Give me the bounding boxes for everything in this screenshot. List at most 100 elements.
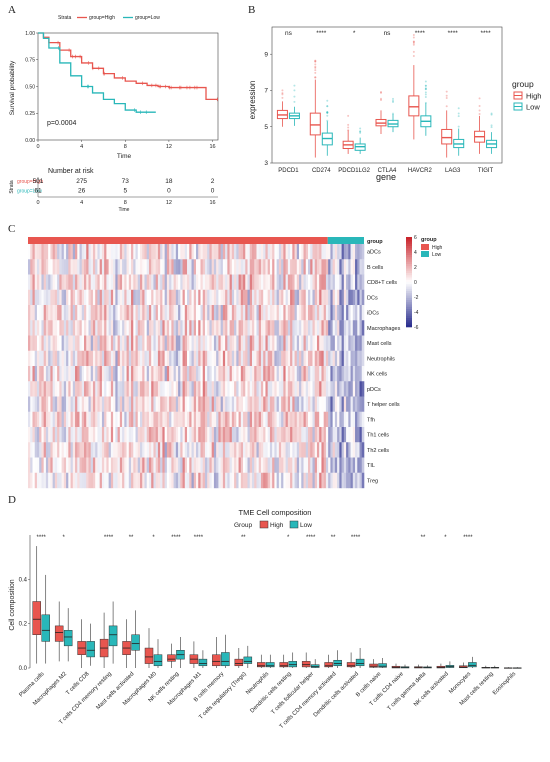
heatmap-cell	[59, 335, 62, 351]
heatmap-cell	[290, 244, 293, 260]
heatmap-cell	[247, 274, 251, 290]
heatmap-cell	[254, 427, 257, 443]
heatmap-cell	[328, 427, 331, 443]
heatmap-cell	[337, 442, 340, 458]
heatmap-cell	[34, 442, 38, 458]
heatmap-cell	[325, 427, 329, 443]
heatmap-cell	[211, 396, 215, 412]
heatmap-cell	[144, 305, 148, 321]
heatmap-cell	[113, 427, 116, 443]
heatmap-cell	[254, 274, 257, 290]
heatmap-cell	[247, 457, 251, 473]
heatmap-cell	[319, 427, 322, 443]
heatmap-cell	[229, 457, 233, 473]
heatmap-cell	[184, 274, 188, 290]
heatmap-cell	[352, 442, 356, 458]
heatmap-cell	[90, 411, 94, 428]
heatmap-cell	[113, 320, 116, 336]
heatmap-cell	[131, 274, 134, 290]
heatmap-cell	[296, 259, 300, 275]
heatmap-cell	[95, 366, 98, 382]
heatmap-cell	[236, 472, 239, 489]
heatmap-cell	[200, 472, 204, 489]
heatmap-cell	[75, 442, 78, 458]
heatmap-cell	[59, 244, 62, 260]
heatmap-cell	[334, 366, 338, 382]
heatmap-cell	[290, 350, 293, 367]
heatmap-cell	[272, 274, 275, 290]
heatmap-cell	[171, 289, 174, 306]
heatmap-cell	[316, 427, 320, 443]
heatmap-cell	[352, 472, 356, 489]
heatmap-cell	[164, 427, 168, 443]
heatmap-cell	[28, 472, 31, 489]
heatmap-cell	[106, 274, 109, 290]
heatmap-cell	[352, 259, 356, 275]
heatmap-cell	[155, 335, 159, 351]
heatmap-cell	[247, 381, 251, 397]
heatmap-cell	[187, 244, 190, 260]
heatmap-cell	[265, 472, 268, 489]
heatmap-cell	[305, 289, 309, 306]
heatmap-cell	[144, 259, 148, 275]
heatmap-cell	[252, 457, 255, 473]
heatmap-cell	[346, 457, 349, 473]
heatmap-cell	[346, 427, 349, 443]
risk-table-values: 501 275 73 18 261 26 5 0 00 4 8 12 16	[33, 177, 218, 206]
heatmap-cell	[209, 305, 212, 321]
heatmap-cell	[155, 411, 159, 428]
heatmap-cell	[160, 411, 163, 428]
heatmap-cell	[301, 427, 304, 443]
heatmap-cell	[207, 427, 210, 443]
heatmap-cell	[99, 411, 103, 428]
heatmap-cell	[249, 350, 253, 367]
heatmap-cell	[151, 335, 154, 351]
heatmap-cell	[243, 335, 246, 351]
heatmap-cell	[131, 289, 134, 306]
heatmap-cell	[162, 411, 165, 428]
heatmap-cell	[113, 305, 116, 321]
heatmap-cell	[285, 457, 289, 473]
heatmap-cell	[254, 411, 257, 428]
heatmap-cell	[70, 289, 74, 306]
heatmap-cell	[133, 274, 136, 290]
heatmap-cell	[189, 411, 192, 428]
heatmap-cell	[323, 320, 327, 336]
heatmap-cell	[63, 320, 67, 336]
heatmap-cell	[245, 259, 248, 275]
heatmap-cell	[162, 350, 165, 367]
heatmap-cell	[59, 350, 62, 367]
heatmap-cell	[308, 396, 311, 412]
heatmap-cell	[41, 457, 44, 473]
heatmap-cell	[339, 366, 342, 382]
heatmap-cell	[290, 366, 293, 382]
tme-y-tick-label: 0.0	[19, 666, 28, 672]
heatmap-cell	[164, 442, 168, 458]
heatmap-cell	[339, 289, 342, 306]
heatmap-cell	[146, 457, 150, 473]
heatmap-cell	[303, 472, 307, 489]
heatmap-cell	[52, 427, 56, 443]
heatmap-cell	[32, 274, 36, 290]
heatmap-cell	[319, 457, 322, 473]
heatmap-cell	[337, 381, 340, 397]
survival-y-label: Survival probability	[9, 60, 16, 115]
heatmap-cell	[193, 350, 197, 367]
heatmap-cell	[278, 274, 282, 290]
heatmap-cell	[359, 335, 363, 351]
heatmap-cell	[79, 244, 83, 260]
heatmap-cell	[142, 274, 145, 290]
heatmap-cell	[247, 335, 251, 351]
heatmap-cell	[34, 411, 38, 428]
heatmap-cell	[361, 411, 365, 428]
legend-label-low: group=Low	[135, 15, 160, 21]
heatmap-cell	[48, 411, 51, 428]
heatmap-cell	[164, 396, 168, 412]
heatmap-cell	[222, 427, 226, 443]
heatmap-cell	[299, 396, 302, 412]
heatmap-cell	[110, 411, 114, 428]
heatmap-cell	[178, 335, 181, 351]
heatmap-cell	[207, 350, 210, 367]
heatmap-cell	[294, 350, 298, 367]
heatmap-cell	[285, 274, 289, 290]
